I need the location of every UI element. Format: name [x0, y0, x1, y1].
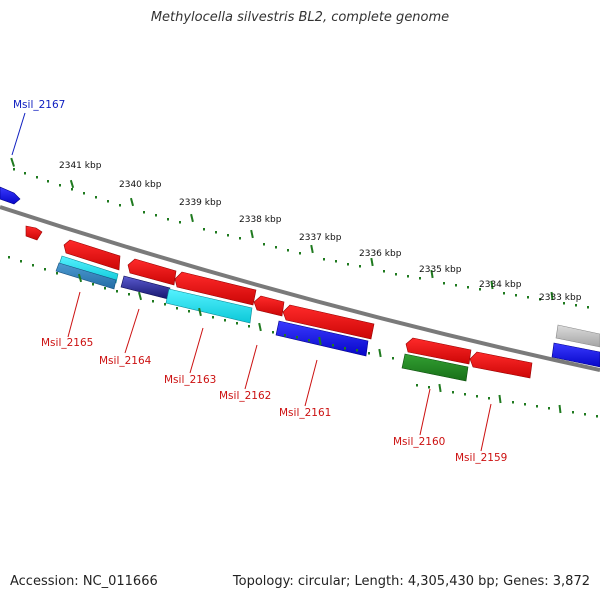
gene-label-msil-2165[interactable]: Msil_2165 [41, 337, 93, 349]
inner-tick-row [8, 256, 598, 418]
cds-feature[interactable] [405, 337, 472, 365]
cds-feature[interactable] [253, 295, 285, 317]
pseudo-feature[interactable] [555, 324, 600, 348]
gene-labels: Msil_2167 Msil_2165 Msil_2164 Msil_2163 … [13, 99, 507, 464]
scale-label: 2337 kbp [299, 233, 342, 243]
gene-label-msil-2163[interactable]: Msil_2163 [164, 374, 216, 386]
scale-label: 2340 kbp [119, 180, 162, 190]
gene-label-msil-2159[interactable]: Msil_2159 [455, 452, 507, 464]
scale-label: 2339 kbp [179, 198, 222, 208]
misc-feature[interactable] [55, 262, 117, 290]
leader-line [304, 359, 318, 407]
scale-label: 2338 kbp [239, 215, 282, 225]
scale-labels: 2341 kbp 2340 kbp 2339 kbp 2338 kbp 2337… [59, 161, 582, 303]
leader-line [419, 388, 431, 436]
cds-feature[interactable] [469, 351, 533, 379]
forward-feature[interactable] [0, 186, 21, 205]
gene-label-msil-2162[interactable]: Msil_2162 [219, 390, 271, 402]
gene-label-msil-2160[interactable]: Msil_2160 [393, 436, 445, 448]
genome-title: Methylocella silvestris BL2, complete ge… [150, 10, 450, 25]
trna-feature[interactable] [165, 288, 253, 324]
scale-label: 2336 kbp [359, 249, 402, 259]
outer-tick-row: 2341 kbp 2340 kbp 2339 kbp 2338 kbp 2337… [10, 157, 589, 309]
major-tick-marks [10, 157, 554, 301]
gene-leader-lines [11, 112, 492, 452]
genome-backbone [0, 205, 600, 372]
forward-feature[interactable] [551, 342, 600, 368]
gene-label-msil-2164[interactable]: Msil_2164 [99, 355, 152, 367]
leader-line [244, 344, 258, 390]
cds-feature[interactable] [25, 225, 43, 241]
accession-text: Accession: NC_011666 [10, 574, 158, 589]
leader-line [480, 403, 492, 452]
cds-feature[interactable] [282, 304, 375, 340]
genome-summary-text: Topology: circular; Length: 4,305,430 bp… [232, 574, 590, 589]
cds-feature[interactable] [127, 258, 177, 286]
scale-label: 2334 kbp [479, 280, 522, 290]
gene-label-msil-2161[interactable]: Msil_2161 [279, 407, 331, 419]
minor-tick-marks [8, 256, 598, 418]
major-tick-marks [77, 273, 562, 414]
reverse-strand-features [55, 239, 533, 382]
leader-line [67, 291, 81, 338]
rrna-feature[interactable] [401, 353, 469, 382]
scale-label: 2333 kbp [539, 293, 582, 303]
scale-label: 2341 kbp [59, 161, 102, 171]
scale-label: 2335 kbp [419, 265, 462, 275]
minor-tick-marks [13, 168, 589, 309]
gene-label-msil-2167[interactable]: Msil_2167 [13, 99, 65, 111]
leader-line [11, 112, 26, 156]
cds-feature[interactable] [63, 239, 121, 271]
cds-feature[interactable] [174, 271, 257, 306]
leader-line [189, 327, 204, 374]
leader-line [124, 308, 140, 354]
forward-strand-features [0, 186, 600, 368]
